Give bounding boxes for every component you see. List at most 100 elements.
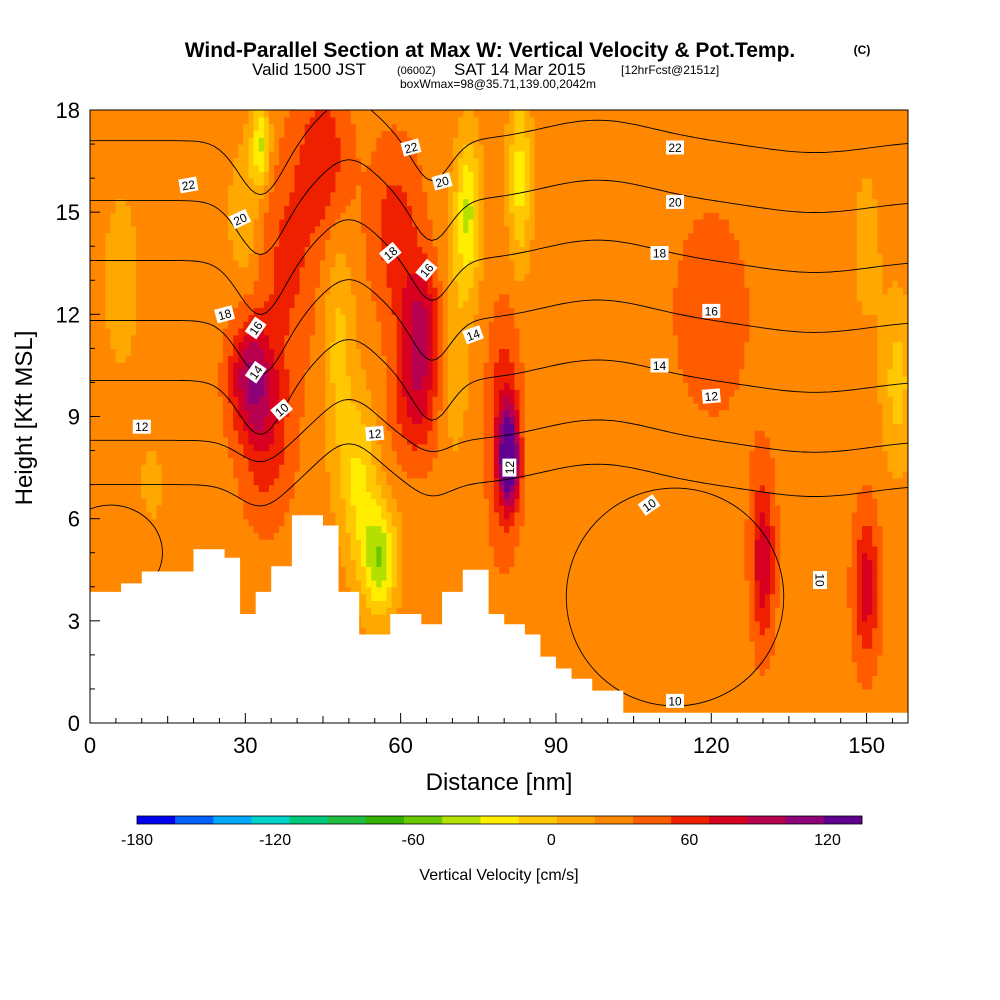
heatmap-cell <box>693 593 699 601</box>
heatmap-cell <box>662 559 669 567</box>
heatmap-cell <box>729 634 735 642</box>
heatmap-cell <box>749 620 756 629</box>
heatmap-cell <box>718 539 725 547</box>
heatmap-cell <box>831 545 838 554</box>
heatmap-cell <box>764 641 771 649</box>
heatmap-cell <box>130 573 137 581</box>
heatmap-cell <box>545 532 551 540</box>
heatmap-cell <box>693 675 699 683</box>
heatmap-cell <box>345 511 352 520</box>
heatmap-cell <box>263 525 270 533</box>
heatmap-cell <box>652 600 659 608</box>
heatmap-cell <box>95 511 101 520</box>
heatmap-cell <box>892 668 899 676</box>
heatmap-cell <box>524 586 531 595</box>
heatmap-cell <box>902 539 908 547</box>
heatmap-cell <box>601 579 607 588</box>
heatmap-cell <box>688 688 694 697</box>
heatmap-cell <box>452 518 459 527</box>
heatmap-cell <box>105 539 112 547</box>
heatmap-cell <box>376 627 383 636</box>
heatmap-cell <box>396 525 403 533</box>
heatmap-cell <box>284 511 290 520</box>
heatmap-cell <box>274 559 280 567</box>
heatmap-cell <box>775 573 781 581</box>
heatmap-cell <box>657 593 664 601</box>
heatmap-cell <box>775 552 781 561</box>
heatmap-cell <box>769 620 776 629</box>
heatmap-cell <box>856 539 863 547</box>
heatmap-cell <box>672 661 679 670</box>
heatmap-cell <box>539 566 546 574</box>
heatmap-cell <box>902 579 908 588</box>
heatmap-cell <box>412 511 418 520</box>
heatmap-cell <box>616 620 623 629</box>
heatmap-cell <box>729 525 735 533</box>
heatmap-cell <box>371 593 377 601</box>
heatmap-cell <box>606 539 613 547</box>
heatmap-cell <box>718 579 725 588</box>
heatmap-cell <box>514 539 521 547</box>
heatmap-cell <box>856 668 863 676</box>
heatmap-cell <box>683 620 689 629</box>
heatmap-cell <box>626 552 633 561</box>
heatmap-cell <box>340 559 347 567</box>
heatmap-cell <box>657 532 664 540</box>
heatmap-cell <box>468 532 475 540</box>
heatmap-cell <box>580 620 587 629</box>
heatmap-cell <box>744 545 751 554</box>
heatmap-cell <box>146 525 152 533</box>
heatmap-cell <box>631 668 638 676</box>
heatmap-cell <box>616 614 623 622</box>
heatmap-cell <box>606 573 613 581</box>
heatmap-cell <box>800 688 807 697</box>
heatmap-cell <box>672 518 679 527</box>
heatmap-cell <box>161 505 168 513</box>
heatmap-cell <box>734 682 740 690</box>
heatmap-cell <box>815 641 822 649</box>
heatmap-cell <box>90 573 96 581</box>
heatmap-cell <box>621 593 628 601</box>
heatmap-cell <box>125 505 132 513</box>
heatmap-cell <box>892 573 899 581</box>
heatmap-cell <box>739 525 745 533</box>
heatmap-cell <box>795 641 802 649</box>
heatmap-cell <box>156 511 163 520</box>
heatmap-cell <box>463 518 469 527</box>
heatmap-cell <box>836 702 843 710</box>
heatmap-cell <box>780 511 786 520</box>
heatmap-cell <box>805 702 812 710</box>
heatmap-cell <box>764 614 771 622</box>
heatmap-cell <box>376 559 383 567</box>
heatmap-cell <box>345 525 352 533</box>
heatmap-cell <box>478 559 485 567</box>
heatmap-cell <box>606 661 613 670</box>
heatmap-cell <box>693 627 699 636</box>
heatmap-cell <box>698 566 705 574</box>
heatmap-cell <box>887 675 894 683</box>
heatmap-cell <box>642 579 648 588</box>
heatmap-cell <box>606 525 613 533</box>
heatmap-cell <box>570 593 577 601</box>
heatmap-cell <box>718 518 725 527</box>
heatmap-cell <box>892 545 899 554</box>
heatmap-cell <box>821 675 827 683</box>
heatmap-cell <box>836 586 843 595</box>
heatmap-cell <box>243 566 250 574</box>
heatmap-cell <box>800 532 807 540</box>
heatmap-cell <box>662 607 669 615</box>
heatmap-cell <box>263 545 270 554</box>
heatmap-cell <box>841 675 848 683</box>
heatmap-cell <box>601 627 607 636</box>
heatmap-cell <box>432 552 439 561</box>
heatmap-cell <box>550 607 556 615</box>
heatmap-cell <box>591 614 597 622</box>
heatmap-cell <box>125 559 132 567</box>
heatmap-cell <box>734 702 740 710</box>
heatmap-cell <box>698 593 705 601</box>
heatmap-cell <box>151 559 158 567</box>
heatmap-cell <box>652 702 659 710</box>
heatmap-cell <box>718 600 725 608</box>
heatmap-cell <box>115 525 122 533</box>
heatmap-cell <box>417 559 423 567</box>
